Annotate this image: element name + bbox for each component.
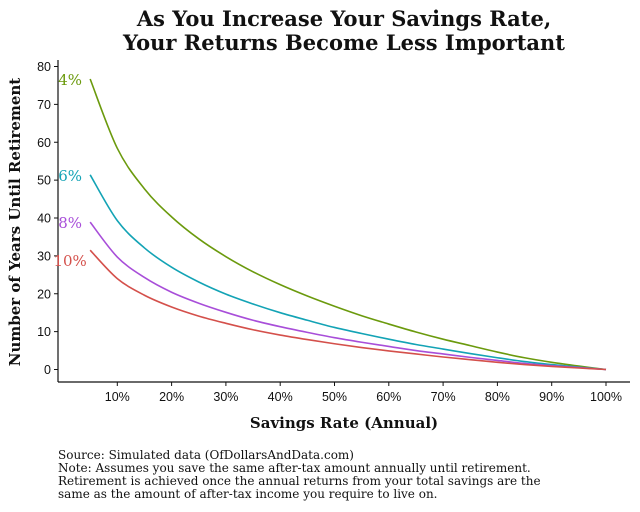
- note-line-2: Retirement is achieved once the annual r…: [58, 474, 541, 488]
- chart-subtitle: Your Returns Become Less Important: [122, 30, 565, 55]
- series-line-4pct: [89, 78, 607, 371]
- x-tick-label: 30%: [213, 390, 238, 404]
- series-label-10pct: 10%: [53, 252, 86, 270]
- x-tick-label: 70%: [431, 390, 456, 404]
- series-label-4pct: 4%: [58, 71, 82, 89]
- series-line-6pct: [89, 174, 607, 371]
- y-tick-label: 0: [44, 363, 51, 377]
- plot-area: 0 10 20 30 40 50 60 70 80 10% 20% 30% 40% 50% 60% 70% 80…: [37, 60, 630, 404]
- x-tick-label: 90%: [539, 390, 564, 404]
- x-tick-label: 80%: [485, 390, 510, 404]
- series-line-8pct: [89, 221, 607, 371]
- y-tick-label: 30: [37, 249, 51, 263]
- x-tick-label: 50%: [322, 390, 347, 404]
- x-tick-label: 40%: [268, 390, 293, 404]
- y-tick-label: 20: [37, 287, 51, 301]
- series-label-8pct: 8%: [58, 214, 82, 232]
- y-tick-label: 10: [37, 325, 51, 339]
- y-tick-label: 40: [37, 212, 51, 226]
- x-tick-label: 10%: [105, 390, 130, 404]
- x-tick-label: 20%: [159, 390, 184, 404]
- y-tick-label: 80: [37, 60, 51, 74]
- series-line-10pct: [89, 249, 607, 371]
- x-tick-label: 100%: [590, 390, 622, 404]
- series-label-6pct: 6%: [58, 167, 82, 185]
- x-axis-title: Savings Rate (Annual): [250, 414, 438, 432]
- source-text: Source: Simulated data (OfDollarsAndData…: [58, 448, 354, 462]
- note-line-3: same as the amount of after-tax income y…: [58, 487, 438, 501]
- y-axis-title: Number of Years Until Retirement: [6, 78, 24, 366]
- x-tick-label: 60%: [376, 390, 401, 404]
- y-tick-label: 70: [37, 98, 51, 112]
- chart-title: As You Increase Your Savings Rate,: [136, 6, 551, 31]
- note-line-1: Note: Assumes you save the same after-ta…: [58, 461, 531, 475]
- y-tick-label: 50: [37, 174, 51, 188]
- y-tick-label: 60: [37, 136, 51, 150]
